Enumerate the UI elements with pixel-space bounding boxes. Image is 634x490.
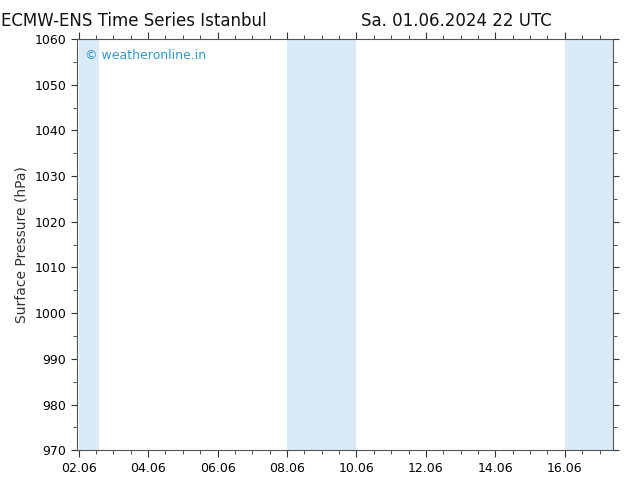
Text: © weatheronline.in: © weatheronline.in: [85, 49, 206, 62]
Text: Sa. 01.06.2024 22 UTC: Sa. 01.06.2024 22 UTC: [361, 12, 552, 30]
Bar: [565, 39, 614, 450]
Bar: [79, 39, 100, 450]
Bar: [287, 39, 356, 450]
Text: ECMW-ENS Time Series Istanbul: ECMW-ENS Time Series Istanbul: [1, 12, 266, 30]
Y-axis label: Surface Pressure (hPa): Surface Pressure (hPa): [15, 166, 29, 323]
